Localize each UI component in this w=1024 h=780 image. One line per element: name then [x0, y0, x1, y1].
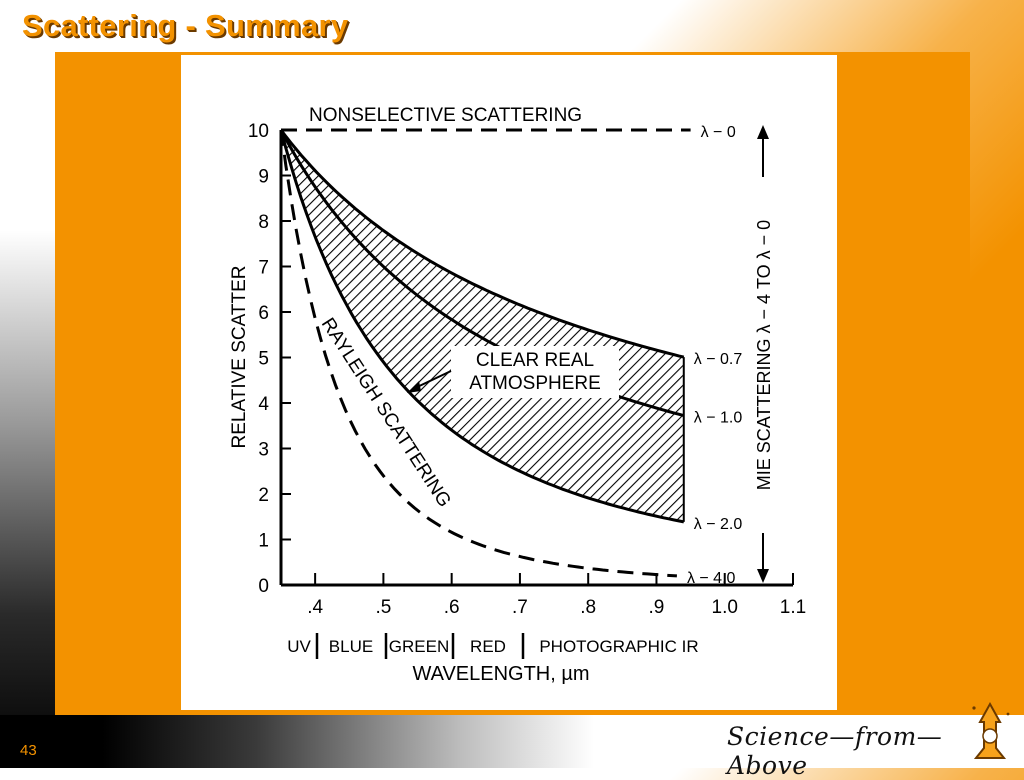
annotation-line-2: ATMOSPHERE	[469, 373, 601, 394]
nonselective-label: NONSELECTIVE SCATTERING	[309, 105, 582, 126]
band-label: UV	[287, 637, 311, 656]
scatter-curves	[279, 128, 691, 578]
x-tick-label: .7	[512, 597, 528, 618]
y-tick-label: 8	[258, 212, 269, 233]
x-tick-label: 1.0	[712, 597, 738, 618]
y-tick-label: 6	[258, 303, 269, 324]
curve-label: λ − 4.0	[687, 570, 736, 587]
science-from-above-logo: Science—from—Above	[722, 700, 1022, 780]
x-tick-label: .8	[580, 597, 596, 618]
band-label: PHOTOGRAPHIC IR	[539, 637, 698, 656]
y-tick-label: 5	[258, 349, 269, 370]
curve-label: λ − 1.0	[694, 410, 743, 427]
y-tick-label: 0	[258, 576, 269, 597]
rocket-emblem-icon	[972, 701, 1010, 759]
x-tick-label: .5	[375, 597, 391, 618]
curve-lambda-4	[279, 129, 677, 578]
curve-label: λ − 2.0	[694, 516, 743, 533]
curve-labels: λ − 0 λ − 0.7 λ − 1.0 λ − 2.0 λ − 4.0	[687, 124, 742, 587]
annotation-line-1: CLEAR REAL	[476, 350, 594, 371]
spectral-bands: UV BLUE GREEN RED PHOTOGRAPHIC IR	[287, 633, 699, 659]
mie-arrow-up-head	[757, 125, 769, 139]
mie-label: MIE SCATTERING λ − 4 TO λ − 0	[754, 220, 774, 490]
clear-atmosphere-region	[281, 130, 684, 522]
band-label: GREEN	[389, 637, 449, 656]
clear-atmosphere-annotation: CLEAR REAL ATMOSPHERE	[407, 346, 619, 398]
y-tick-label: 1	[258, 531, 269, 552]
x-tick-label: .6	[444, 597, 460, 618]
curve-label: λ − 0	[701, 124, 736, 141]
y-tick-label: 3	[258, 440, 269, 461]
x-axis-label: WAVELENGTH, µm	[412, 663, 589, 685]
mie-arrow-down-head	[757, 569, 769, 583]
y-tick-label: 10	[248, 121, 269, 142]
y-axis-label: RELATIVE SCATTER	[229, 266, 250, 449]
y-tick-label: 2	[258, 485, 269, 506]
band-label: BLUE	[329, 637, 373, 656]
page-number: 43	[20, 742, 37, 759]
y-tick-label: 4	[258, 394, 269, 415]
x-tick-label: .4	[307, 597, 323, 618]
x-tick-label: .9	[649, 597, 665, 618]
bottom-gradient-bar	[0, 715, 1024, 768]
y-axis-ticks: 0 1 2 3 4 5 6 7 8 9 10	[248, 121, 291, 597]
y-tick-label: 7	[258, 258, 269, 279]
curve-lambda-0-7	[279, 129, 685, 359]
y-tick-label: 9	[258, 167, 269, 188]
slide-title: Scattering - Summary	[22, 8, 349, 43]
annotation-arrow-head	[407, 381, 421, 393]
x-tick-label: 1.1	[780, 597, 806, 618]
curve-label: λ − 0.7	[694, 351, 743, 368]
curve-lambda-2	[279, 129, 685, 524]
band-label: RED	[470, 637, 506, 656]
x-axis-ticks: .4 .5 .6 .7 .8 .9 1.0 1.1	[307, 573, 806, 618]
